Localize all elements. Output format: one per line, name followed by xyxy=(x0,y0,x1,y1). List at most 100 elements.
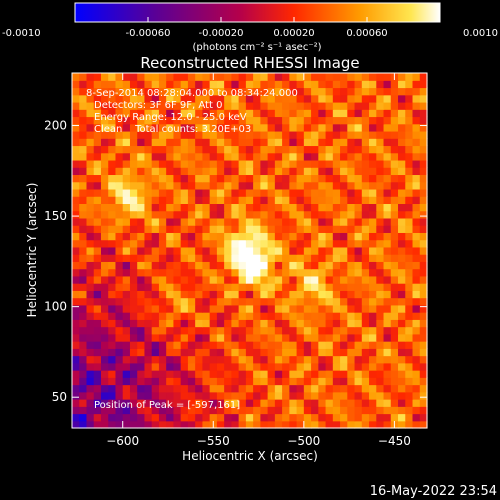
heatmap-cell xyxy=(209,283,218,291)
heatmap-cell xyxy=(253,217,261,226)
heatmap-cell xyxy=(79,101,88,110)
heatmap-cell xyxy=(282,167,290,176)
heatmap-cell xyxy=(180,341,189,349)
heatmap-cell xyxy=(173,130,182,139)
heatmap-cell xyxy=(332,232,341,241)
heatmap-cell xyxy=(267,167,276,176)
heatmap-cell xyxy=(100,123,109,132)
heatmap-cell xyxy=(245,145,254,154)
heatmap-cell xyxy=(115,159,124,168)
heatmap-cell xyxy=(108,312,117,320)
heatmap-cell xyxy=(144,333,153,342)
heatmap-cell xyxy=(187,261,196,270)
heatmap-cell xyxy=(390,203,399,212)
heatmap-cell xyxy=(224,94,232,103)
heatmap-cell xyxy=(93,377,102,386)
heatmap-cell xyxy=(209,268,218,277)
heatmap-cell xyxy=(137,370,146,378)
heatmap-cell xyxy=(137,283,146,291)
heatmap-cell xyxy=(347,268,356,277)
heatmap-cell xyxy=(72,101,80,110)
heatmap-cell xyxy=(419,326,428,335)
heatmap-cell xyxy=(245,290,254,299)
peak-position-label: Position of Peak = [-597,161] xyxy=(94,400,240,411)
heatmap-cell xyxy=(122,268,131,277)
heatmap-cell xyxy=(86,406,95,415)
heatmap-cell xyxy=(383,116,392,125)
heatmap-cell xyxy=(282,413,290,422)
heatmap-cell xyxy=(347,261,356,270)
heatmap-cell xyxy=(354,355,363,364)
heatmap-cell xyxy=(296,377,305,386)
heatmap-cell xyxy=(137,384,146,393)
heatmap-cell xyxy=(311,391,319,400)
heatmap-cell xyxy=(137,225,146,233)
heatmap-cell xyxy=(245,101,254,110)
heatmap-cell xyxy=(238,225,247,233)
heatmap-cell xyxy=(369,319,377,328)
heatmap-cell xyxy=(173,152,182,161)
heatmap-cell xyxy=(195,80,203,89)
heatmap-cell xyxy=(318,297,327,306)
heatmap-cell xyxy=(398,181,406,190)
heatmap-cell xyxy=(216,138,225,147)
heatmap-cell xyxy=(108,406,117,415)
heatmap-cell xyxy=(383,210,392,219)
heatmap-cell xyxy=(93,384,102,393)
heatmap-cell xyxy=(93,326,102,335)
heatmap-cell xyxy=(216,232,225,241)
heatmap-cell xyxy=(419,406,428,415)
heatmap-cell xyxy=(267,123,276,132)
heatmap-cell xyxy=(158,159,167,168)
heatmap-cell xyxy=(93,239,102,248)
heatmap-cell xyxy=(347,333,356,342)
heatmap-cell xyxy=(144,80,153,89)
heatmap-cell xyxy=(173,174,182,183)
heatmap-cell xyxy=(137,203,146,212)
heatmap-cell xyxy=(216,297,225,306)
heatmap-cell xyxy=(79,188,88,197)
heatmap-cell xyxy=(108,174,117,183)
heatmap-cell xyxy=(245,181,254,190)
heatmap-cell xyxy=(383,145,392,154)
heatmap-cell xyxy=(325,174,334,183)
heatmap-cell xyxy=(129,239,138,248)
heatmap-cell xyxy=(72,420,80,429)
heatmap-cell xyxy=(151,181,160,190)
heatmap-cell xyxy=(311,304,319,313)
heatmap-cell xyxy=(398,319,406,328)
heatmap-cell xyxy=(296,188,305,197)
heatmap-cell xyxy=(115,181,124,190)
heatmap-cell xyxy=(137,406,146,415)
heatmap-cell xyxy=(369,384,377,393)
heatmap-cell xyxy=(129,370,138,378)
heatmap-cell xyxy=(332,167,341,176)
heatmap-cell xyxy=(238,254,247,262)
heatmap-cell xyxy=(419,420,428,429)
heatmap-cell xyxy=(72,348,80,357)
heatmap-cell xyxy=(412,239,421,248)
heatmap-cell xyxy=(72,145,80,154)
heatmap-cell xyxy=(354,399,363,407)
heatmap-cell xyxy=(158,254,167,262)
heatmap-cell xyxy=(332,87,341,96)
heatmap-cell xyxy=(231,275,240,284)
heatmap-cell xyxy=(238,406,247,415)
heatmap-cell xyxy=(187,333,196,342)
heatmap-cell xyxy=(195,152,203,161)
heatmap-cell xyxy=(398,159,406,168)
heatmap-cell xyxy=(245,406,254,415)
heatmap-cell xyxy=(202,73,211,81)
heatmap-cell xyxy=(405,370,414,378)
heatmap-cell xyxy=(296,87,305,96)
heatmap-cell xyxy=(354,304,363,313)
heatmap-cell xyxy=(86,304,95,313)
heatmap-cell xyxy=(383,319,392,328)
heatmap-cell xyxy=(151,217,160,226)
heatmap-cell xyxy=(311,181,319,190)
heatmap-cell xyxy=(158,94,167,103)
heatmap-cell xyxy=(137,87,146,96)
heatmap-cell xyxy=(144,370,153,378)
heatmap-cell xyxy=(347,210,356,219)
heatmap-cell xyxy=(216,130,225,139)
